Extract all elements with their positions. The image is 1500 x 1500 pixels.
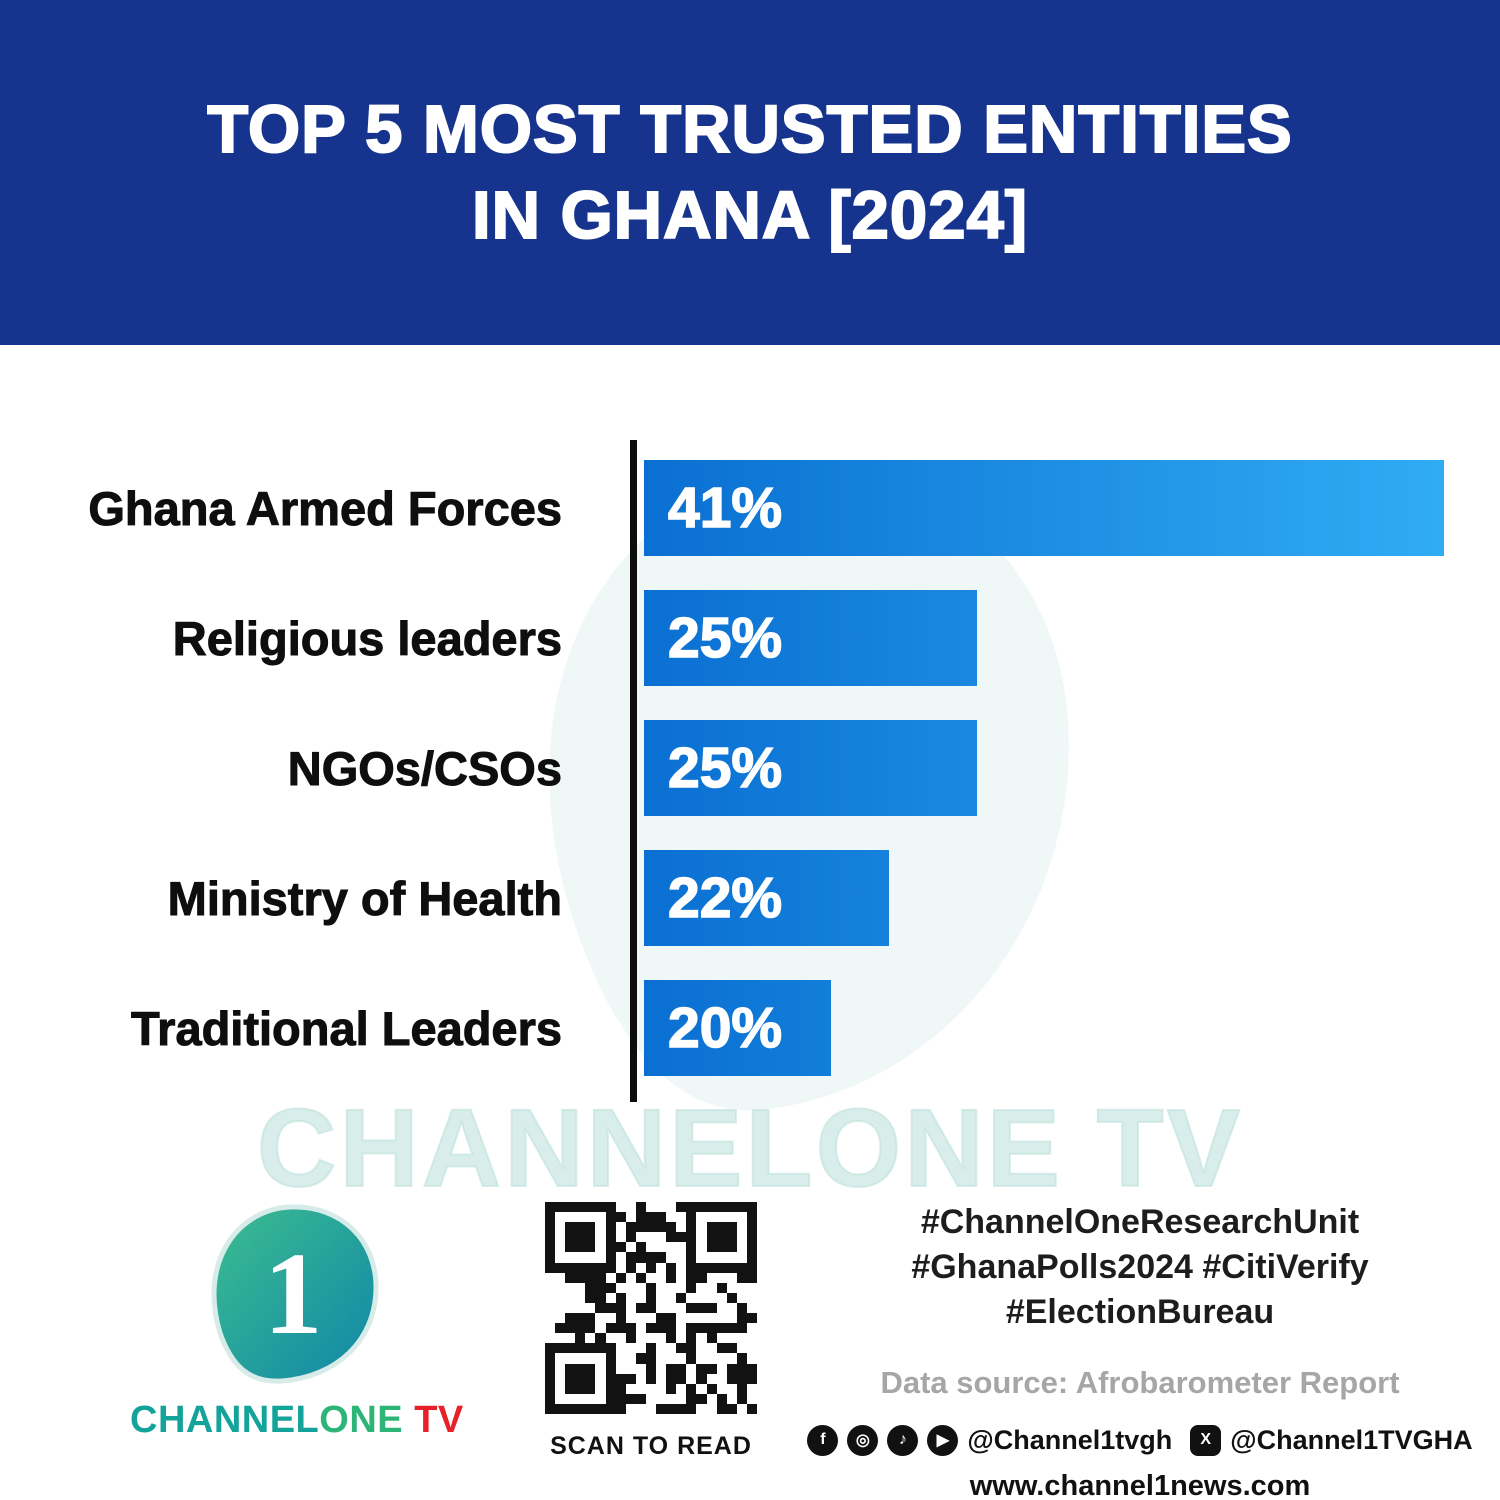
channel-one-logo: 1 CHANNELONE TV [130,1195,463,1442]
category-label: Religious leaders [172,611,562,665]
category-label: NGOs/CSOs [287,741,562,795]
logo-numeral: 1 [264,1228,323,1359]
facebook-icon: f [807,1424,839,1456]
brand-one: ONE [319,1399,404,1441]
page-title-line1: TOP 5 MOST TRUSTED ENTITIES [206,91,1293,168]
brand-tv: TV [403,1399,464,1441]
bar-track: 20% [644,980,1444,1076]
hashtag-line: #GhanaPolls2024 #CitiVerify [911,1247,1369,1286]
chart-row: NGOs/CSOs 25% [0,720,1500,816]
bar-value-label: 25% [667,735,783,801]
bar-track: 41% [644,460,1444,556]
x-icon: X [1190,1424,1222,1456]
bar-value-label: 22% [667,865,783,931]
bar-track: 22% [644,850,1444,946]
social-row: f ◎ ♪ ▶ @Channel1tvgh X @Channel1TVGHA [807,1424,1473,1456]
instagram-icon: ◎ [847,1424,879,1456]
chart-row: Traditional Leaders 20% [0,980,1500,1076]
bar-value-label: 25% [667,605,783,671]
bar-ministry-of-health: 22% [644,850,890,946]
page-title-line2: IN GHANA [2024] [471,176,1029,253]
bar-value-label: 41% [667,475,783,541]
bar-ghana-armed-forces: 41% [644,460,1444,556]
brand-channel: CHANNEL [130,1399,320,1441]
chart-row: Ghana Armed Forces 41% [0,460,1500,556]
data-source: Data source: Afrobarometer Report [880,1364,1400,1400]
bar-track: 25% [644,720,1444,816]
brand-watermark: CHANNELONE TV [256,1086,1244,1211]
social-handle-main: @Channel1tvgh [967,1424,1173,1455]
qr-caption: SCAN TO READ [550,1432,752,1460]
chart-row: Ministry of Health 22% [0,850,1500,946]
bar-traditional-leaders: 20% [644,980,831,1076]
social-handle-x: @Channel1TVGHA [1230,1424,1473,1455]
bar-ngos-csos: 25% [644,720,977,816]
category-label: Ghana Armed Forces [88,481,563,535]
bar-chart: Ghana Armed Forces 41% Religious leaders… [0,440,1500,1120]
header-band: TOP 5 MOST TRUSTED ENTITIES IN GHANA [20… [0,0,1500,345]
website-url: www.channel1news.com [969,1469,1311,1500]
qr-block: SCAN TO READ [543,1200,759,1461]
chart-axis [630,440,637,1102]
chart-rows: Ghana Armed Forces 41% Religious leaders… [0,460,1500,1110]
footer: 1 CHANNELONE TV SCAN TO READ #ChannelOne… [0,1185,1500,1500]
category-label: Traditional Leaders [131,1001,563,1055]
channel-one-logo-icon: 1 [211,1204,379,1384]
chart-row: Religious leaders 25% [0,590,1500,686]
brand-wordmark: CHANNELONE TV [130,1399,463,1442]
tiktok-icon: ♪ [887,1424,919,1456]
footer-text-block: #ChannelOneResearchUnit #GhanaPolls2024 … [807,1200,1473,1500]
qr-code [543,1200,759,1416]
hashtags: #ChannelOneResearchUnit #GhanaPolls2024 … [860,1200,1420,1335]
hashtag-line: #ElectionBureau [1005,1292,1275,1331]
category-label: Ministry of Health [167,871,562,925]
youtube-icon: ▶ [927,1424,959,1456]
bar-track: 25% [644,590,1444,686]
bar-religious-leaders: 25% [644,590,977,686]
hashtag-line: #ChannelOneResearchUnit [920,1203,1360,1241]
bar-value-label: 20% [667,995,783,1061]
